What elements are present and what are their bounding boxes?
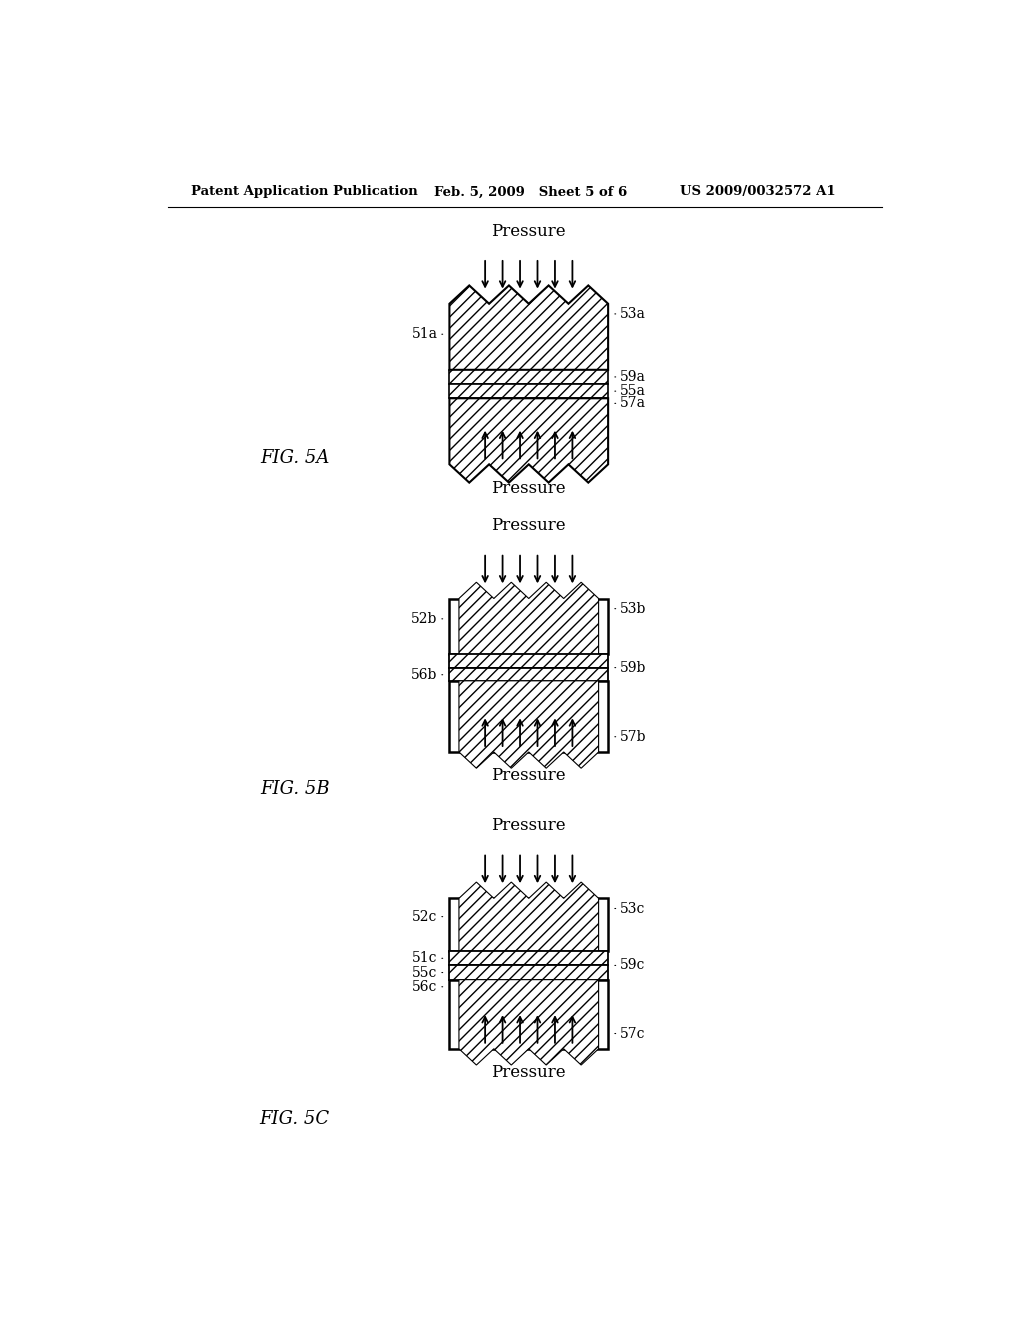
Text: 51a: 51a <box>412 327 437 342</box>
Text: 52b: 52b <box>411 612 437 626</box>
Text: FIG. 5A: FIG. 5A <box>260 449 330 467</box>
Bar <box>450 952 608 965</box>
Text: 55a: 55a <box>620 384 646 399</box>
Text: 55c: 55c <box>412 965 437 979</box>
Bar <box>450 668 608 681</box>
Polygon shape <box>459 582 599 655</box>
Bar <box>450 384 608 399</box>
Bar <box>450 681 608 752</box>
Text: FIG. 5B: FIG. 5B <box>260 780 330 797</box>
Polygon shape <box>459 882 599 952</box>
Text: Feb. 5, 2009   Sheet 5 of 6: Feb. 5, 2009 Sheet 5 of 6 <box>433 185 627 198</box>
Text: 57c: 57c <box>620 1027 645 1040</box>
Bar <box>450 979 608 1049</box>
Bar <box>450 655 608 668</box>
Text: Pressure: Pressure <box>492 817 566 834</box>
Polygon shape <box>450 399 608 483</box>
Text: US 2009/0032572 A1: US 2009/0032572 A1 <box>680 185 836 198</box>
Text: 51c: 51c <box>412 952 437 965</box>
Text: 59b: 59b <box>620 660 646 675</box>
Polygon shape <box>450 285 608 370</box>
Polygon shape <box>459 979 599 1065</box>
Text: Pressure: Pressure <box>492 1064 566 1081</box>
Text: Pressure: Pressure <box>492 517 566 535</box>
Text: 53a: 53a <box>620 308 646 321</box>
Text: 59a: 59a <box>620 370 646 384</box>
Text: Pressure: Pressure <box>492 767 566 784</box>
Text: Patent Application Publication: Patent Application Publication <box>191 185 418 198</box>
Bar <box>450 965 608 979</box>
Text: 52c: 52c <box>412 909 437 924</box>
Polygon shape <box>459 681 599 768</box>
Text: 53c: 53c <box>620 902 645 916</box>
Text: 56b: 56b <box>411 668 437 681</box>
Text: Pressure: Pressure <box>492 223 566 240</box>
Bar <box>450 899 608 952</box>
Text: Pressure: Pressure <box>492 479 566 496</box>
Text: 59c: 59c <box>620 958 645 973</box>
Text: 56c: 56c <box>412 979 437 994</box>
Text: 53b: 53b <box>620 602 646 615</box>
Text: 57b: 57b <box>620 730 646 743</box>
Text: 57a: 57a <box>620 396 646 411</box>
Text: FIG. 5C: FIG. 5C <box>260 1110 330 1127</box>
Bar <box>450 598 608 655</box>
Bar <box>450 370 608 384</box>
